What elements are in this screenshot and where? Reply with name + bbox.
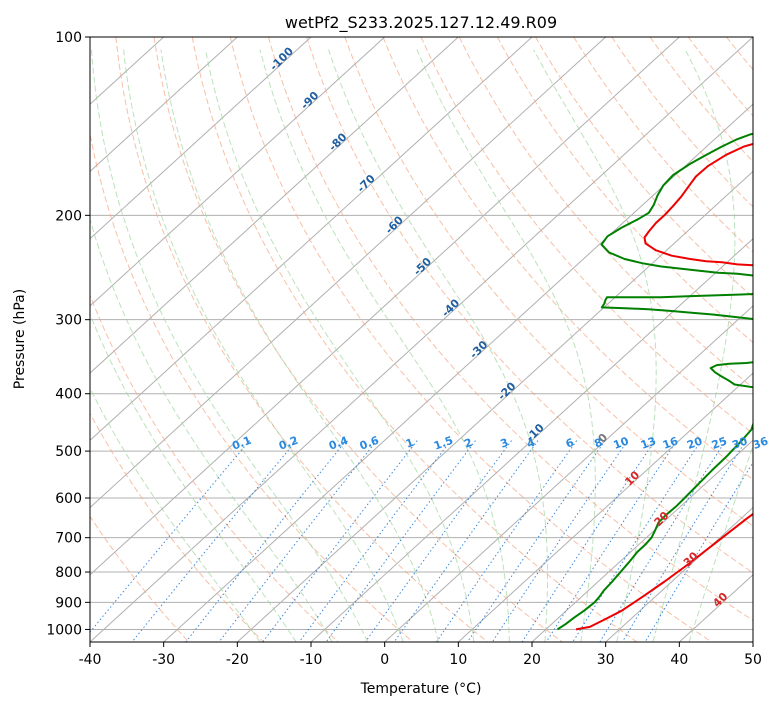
x-tick-label: 40	[670, 652, 688, 668]
y-tick-label: 300	[55, 313, 82, 329]
y-tick-label: 500	[55, 444, 82, 460]
x-tick-label: -40	[79, 652, 102, 668]
x-tick-label: 20	[523, 652, 541, 668]
x-tick-label: -10	[300, 652, 323, 668]
y-tick-label: 200	[55, 208, 82, 224]
y-axis-label: Pressure (hPa)	[12, 289, 28, 389]
x-tick-label: 30	[597, 652, 615, 668]
x-tick-label: -20	[226, 652, 249, 668]
y-tick-label: 600	[55, 491, 82, 507]
x-tick-label: 10	[449, 652, 467, 668]
x-tick-label: 50	[744, 652, 762, 668]
y-tick-label: 900	[55, 595, 82, 611]
y-tick-label: 1000	[46, 622, 82, 638]
y-tick-label: 800	[55, 565, 82, 581]
y-tick-label: 400	[55, 387, 82, 403]
chart-title: wetPf2_S233.2025.127.12.49.R09	[285, 13, 557, 33]
x-axis-label: Temperature (°C)	[360, 681, 482, 697]
y-tick-label: 100	[55, 30, 82, 46]
x-tick-label: 0	[380, 652, 389, 668]
y-tick-label: 700	[55, 531, 82, 547]
x-tick-label: -30	[152, 652, 175, 668]
